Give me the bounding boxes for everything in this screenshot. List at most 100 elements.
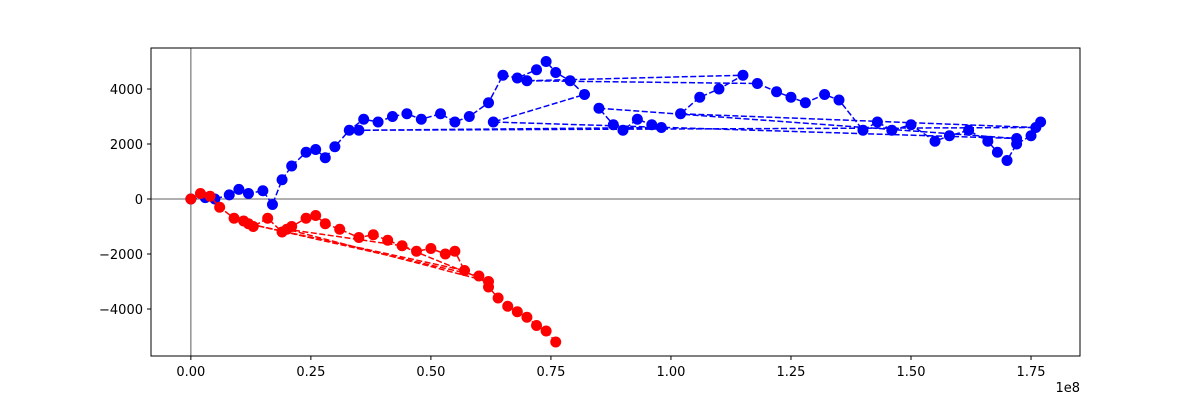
point xyxy=(329,141,341,153)
point xyxy=(415,113,427,125)
point xyxy=(492,292,504,304)
point xyxy=(228,212,240,224)
point xyxy=(396,240,408,252)
point xyxy=(943,130,955,142)
point xyxy=(675,108,687,120)
point xyxy=(343,124,355,136)
point xyxy=(1035,116,1047,128)
point xyxy=(463,111,475,123)
point xyxy=(223,189,235,201)
point xyxy=(751,78,763,90)
point xyxy=(242,188,254,200)
point xyxy=(511,72,523,84)
point xyxy=(483,281,495,293)
point xyxy=(963,124,975,136)
point xyxy=(593,102,605,114)
point xyxy=(502,300,514,312)
point xyxy=(871,116,883,128)
point xyxy=(382,234,394,246)
point xyxy=(1001,155,1013,167)
point xyxy=(435,108,447,120)
point xyxy=(194,188,206,200)
point xyxy=(857,124,869,136)
point xyxy=(449,116,461,128)
point xyxy=(410,245,422,257)
point xyxy=(1011,138,1023,150)
point xyxy=(487,116,499,128)
x-tick-label: 1.75 xyxy=(1017,365,1046,380)
point xyxy=(819,89,831,101)
point xyxy=(310,210,322,222)
point xyxy=(905,119,917,131)
point xyxy=(799,97,811,109)
point xyxy=(266,199,278,211)
point xyxy=(771,86,783,98)
point xyxy=(579,89,591,101)
point xyxy=(785,91,797,103)
point xyxy=(655,122,667,134)
point xyxy=(531,320,543,332)
point xyxy=(300,212,312,224)
point xyxy=(646,119,658,131)
point xyxy=(358,113,370,125)
point xyxy=(564,75,576,87)
point xyxy=(713,83,725,95)
point xyxy=(242,218,254,230)
point xyxy=(386,111,398,123)
point xyxy=(540,56,552,68)
point xyxy=(521,311,533,323)
point xyxy=(607,119,619,131)
point xyxy=(833,94,845,106)
point xyxy=(214,201,226,213)
plot-frame xyxy=(150,47,1081,357)
point xyxy=(550,67,562,79)
y-tick-label: 0 xyxy=(135,193,143,208)
point xyxy=(511,306,523,318)
point xyxy=(991,146,1003,158)
point xyxy=(617,124,629,136)
point xyxy=(737,69,749,81)
x-tick-label: 0.75 xyxy=(536,365,565,380)
point xyxy=(439,248,451,260)
point xyxy=(281,223,293,235)
point xyxy=(334,223,346,235)
point xyxy=(233,183,245,195)
point xyxy=(401,108,413,120)
x-tick-label: 0.00 xyxy=(176,365,205,380)
point xyxy=(531,64,543,76)
point xyxy=(459,265,471,277)
y-tick-label: −2000 xyxy=(99,248,143,263)
point xyxy=(353,124,365,136)
y-tick-label: 2000 xyxy=(110,138,143,153)
x-tick-label: 1.00 xyxy=(656,365,685,380)
point xyxy=(694,91,706,103)
point xyxy=(521,75,533,87)
x-tick-label: 1.50 xyxy=(897,365,926,380)
y-tick-label: −4000 xyxy=(99,303,143,318)
point xyxy=(1025,130,1037,142)
point xyxy=(262,212,274,224)
point xyxy=(449,245,461,257)
point xyxy=(550,336,562,348)
point xyxy=(319,218,331,230)
point xyxy=(257,185,269,197)
x-offset-label: 1e8 xyxy=(1055,381,1080,396)
point xyxy=(473,270,485,282)
point xyxy=(425,243,437,255)
point xyxy=(300,146,312,158)
x-tick-label: 0.50 xyxy=(416,365,445,380)
point xyxy=(372,116,384,128)
point xyxy=(929,135,941,147)
point xyxy=(631,113,643,125)
y-tick-label: 4000 xyxy=(110,83,143,98)
point xyxy=(982,135,994,147)
point xyxy=(319,152,331,164)
point xyxy=(483,97,495,109)
point xyxy=(497,69,509,81)
point xyxy=(310,144,322,156)
x-tick-label: 1.25 xyxy=(777,365,806,380)
x-tick-label: 0.25 xyxy=(296,365,325,380)
point xyxy=(185,193,197,205)
